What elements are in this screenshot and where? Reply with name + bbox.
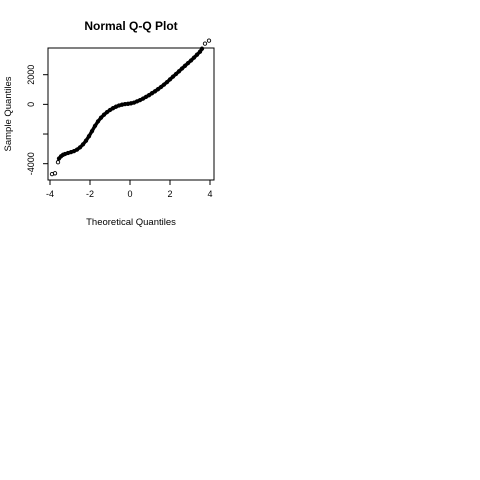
chart-title: Normal Q-Q Plot (84, 19, 177, 33)
qq-point (158, 84, 164, 90)
qq-point (104, 109, 110, 115)
plot-frame (47, 47, 215, 181)
qq-point (83, 138, 89, 143)
qq-point (173, 71, 179, 77)
qq-point (185, 60, 191, 66)
qq-point (167, 77, 173, 82)
qq-point (86, 134, 92, 139)
qq-point (52, 171, 58, 176)
qq-point (101, 112, 107, 117)
x-axis-title: Theoretical Quantiles (86, 217, 176, 228)
x-tick-label: -4 (46, 189, 54, 199)
qq-points (49, 38, 212, 177)
qq-point (80, 142, 86, 147)
qq-point (60, 152, 66, 157)
qq-point (197, 49, 203, 54)
x-tick-label: 2 (167, 189, 172, 199)
qq-point (194, 52, 200, 57)
qq-point (199, 46, 205, 51)
y-tick-label: -4000 (26, 152, 36, 175)
qq-point (202, 41, 208, 46)
x-tick-label: -2 (86, 189, 94, 199)
x-axis: -4 -2 0 2 4 (46, 179, 213, 199)
qq-point (107, 107, 113, 113)
qq-point (161, 82, 167, 87)
x-tick-label: 4 (207, 189, 212, 199)
qq-point (155, 87, 161, 92)
qq-point (55, 160, 61, 165)
qq-point (77, 145, 83, 150)
qq-point-cloud (57, 47, 204, 161)
y-axis-title: Sample Quantiles (3, 76, 14, 151)
qq-point (206, 38, 212, 43)
y-axis: -4000 0 2000 (26, 65, 49, 175)
qq-point (188, 58, 194, 63)
qq-point (179, 66, 185, 71)
qq-point (176, 69, 182, 74)
qq-point (152, 89, 158, 94)
qq-point (170, 74, 176, 79)
qq-point (89, 128, 95, 134)
qq-point (98, 115, 104, 120)
qq-point (191, 55, 197, 60)
y-tick-label: 2000 (26, 65, 36, 85)
qq-point (164, 79, 170, 85)
qq-point (149, 91, 155, 96)
qq-point (146, 93, 152, 98)
qq-point (182, 63, 188, 68)
qq-point (95, 119, 101, 124)
x-tick-label: 0 (127, 189, 132, 199)
y-tick-label: 0 (26, 102, 36, 107)
qq-point (92, 123, 98, 129)
qq-point (74, 147, 80, 152)
